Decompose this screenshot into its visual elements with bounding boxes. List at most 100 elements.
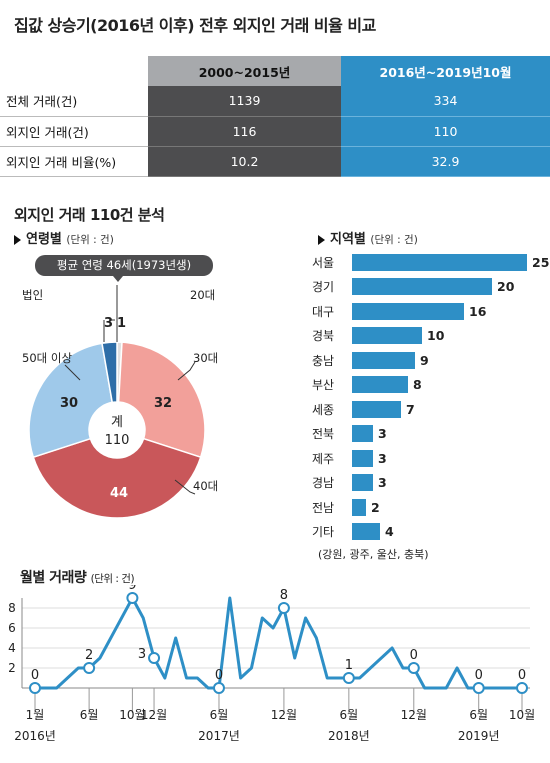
pie-label-40s: 40대 [193,479,219,493]
bar [352,351,415,369]
bar-category-label: 세종 [312,402,335,417]
analysis-title: 외지인 거래 110건 분석 [14,206,165,224]
x-tick-label: 6월 [210,708,229,722]
x-tick-label: 6월 [80,708,99,722]
data-point-label: 9 [128,585,136,593]
bar-value-label: 3 [378,450,387,466]
data-point-label: 0 [410,648,418,663]
pie-center-total: 계 110 [90,414,144,450]
bar-row: 전북 3 [312,422,387,446]
region-unit: (단위 : 건) [370,234,418,246]
page-title: 집값 상승기(2016년 이후) 전후 외지인 거래 비율 비교 [14,16,376,35]
pie-label-corp: 법인 [22,288,44,302]
data-point-marker [516,682,528,694]
age-donut-chart [28,285,206,519]
bar-value-label: 7 [406,401,415,417]
data-point-marker [148,652,161,664]
x-tick-label: 10월 [509,708,535,722]
pie-value-40s: 44 [110,486,129,501]
pie-value-corp: 3 [104,316,114,331]
region-title: 지역별 [330,232,366,247]
badge-pointer-icon [113,276,123,282]
data-point-label: 8 [280,588,288,603]
bar-category-label: 경기 [312,280,335,294]
bar [352,327,422,344]
y-tick-label: 8 [8,601,16,615]
year-label: 2016년 [14,729,56,743]
data-point-marker [472,682,485,694]
donut-hole [89,402,145,458]
data-point-marker [126,592,139,604]
data-point-label: 0 [475,668,483,683]
column-header-period2: 2016년~2019년10월 [341,56,550,86]
bar-value-label: 10 [427,328,445,343]
bar-value-label: 3 [378,475,387,490]
center-label: 계 [111,415,123,430]
bar-value-label: 20 [497,279,515,294]
region-other-note: (강원, 광주, 울산, 충북) [318,548,429,561]
data-point-marker [83,662,96,674]
pie-value-30s: 32 [154,396,173,411]
data-point-marker [277,602,290,614]
data-point-label: 3 [138,647,146,662]
age-section-title: 연령별 (단위 : 건) [14,228,114,247]
row-label: 외지인 거래(건) [0,116,148,147]
x-tick-label: 12월 [401,708,427,722]
bar [352,474,373,491]
bar-category-label: 경남 [312,476,335,490]
year-label: 2018년 [328,729,370,743]
triangle-bullet-icon [318,234,325,245]
table-row: 외지인 거래(건) 116 110 [0,116,550,147]
bar-row: 서울 25 [312,250,549,274]
bar-row: 세종 7 [312,397,415,421]
bar-category-label: 부산 [312,378,335,392]
bar [352,302,464,320]
pie-value-50s: 30 [60,396,79,411]
bar-value-label: 9 [420,352,429,368]
y-tick-label: 2 [8,661,16,675]
bar-value-label: 16 [469,303,487,319]
bar-category-label: 서울 [312,255,335,270]
bar-category-label: 기타 [312,525,335,539]
bar [352,400,401,418]
region-section-title: 지역별 (단위 : 건) [318,228,418,247]
bar-value-label: 8 [413,377,422,392]
row-label: 외지인 거래 비율(%) [0,146,148,177]
cell-period1: 116 [148,116,341,147]
pie-label-20s: 20대 [190,288,216,302]
age-title: 연령별 [26,232,62,247]
data-point-label: 0 [518,668,526,683]
x-tick-label: 10월 [119,708,145,722]
data-point-marker [29,682,41,694]
average-age-badge: 평균 연령 46세(1973년생) [35,255,213,276]
bar-row: 경기 20 [312,275,514,299]
bar [352,523,380,540]
monthly-section-title: 월별 거래량 (단위 : 건) [20,567,135,587]
cell-period2: 110 [341,116,550,147]
data-point-label: 2 [85,648,93,663]
table-row: 외지인 거래 비율(%) 10.2 32.9 [0,146,550,177]
year-label: 2019년 [458,729,500,743]
bar-category-label: 대구 [312,304,335,319]
series-line [35,596,522,690]
x-tick-label: 12월 [271,708,297,722]
bar [352,425,373,442]
bar-row: 기타 4 [312,520,394,544]
bar [352,449,373,467]
bar-row: 부산 8 [312,373,422,397]
bar-row: 충남 9 [312,348,429,372]
x-tick-label: 6월 [469,708,488,722]
bar-category-label: 전남 [312,500,335,515]
bar [352,498,366,516]
bar [352,278,492,295]
year-label: 2017년 [198,729,240,743]
data-point-marker [212,682,225,694]
monthly-title: 월별 거래량 [20,570,87,586]
y-tick-label: 6 [8,621,16,635]
cell-period1: 10.2 [148,146,341,177]
monthly-unit: (단위 : 건) [90,573,135,585]
data-point-label: 0 [215,668,223,683]
pie-value-20s: 1 [117,316,127,331]
center-total-value: 110 [104,433,130,448]
